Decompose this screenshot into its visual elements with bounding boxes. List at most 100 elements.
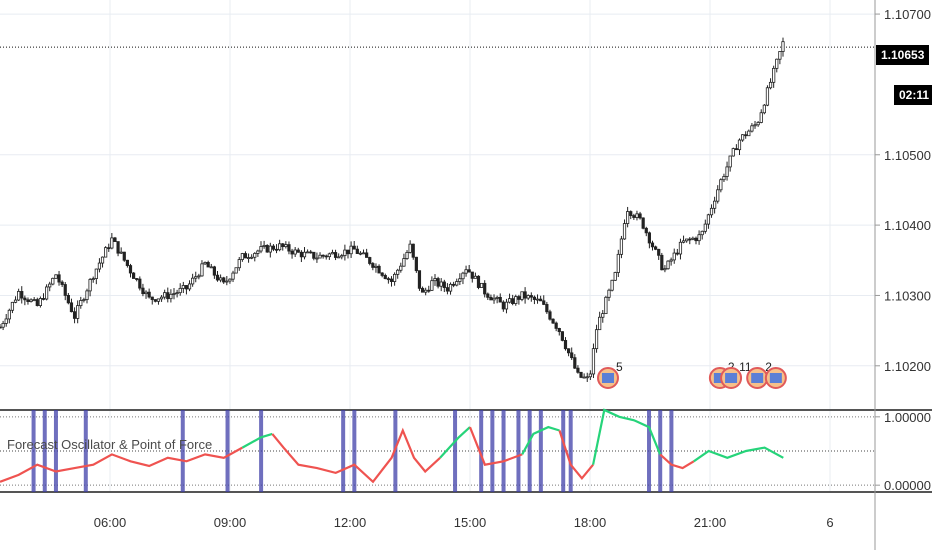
candle-body bbox=[775, 58, 779, 69]
candle-body bbox=[29, 299, 33, 302]
candle-body bbox=[262, 244, 266, 247]
candle-body bbox=[181, 285, 185, 289]
candle-body bbox=[619, 238, 624, 255]
candle-body bbox=[681, 240, 686, 243]
candle-body bbox=[343, 249, 347, 256]
candle-body bbox=[408, 243, 412, 253]
candle-body bbox=[442, 281, 446, 288]
candle-body bbox=[76, 305, 80, 319]
x-tick-label: 09:00 bbox=[214, 515, 247, 530]
point-of-force-band bbox=[352, 410, 357, 492]
x-tick-label: 12:00 bbox=[334, 515, 367, 530]
x-tick-label: 15:00 bbox=[454, 515, 487, 530]
candle-body bbox=[539, 298, 543, 302]
candle-body bbox=[759, 112, 763, 123]
candle-body bbox=[629, 211, 633, 216]
candle-body bbox=[125, 259, 129, 266]
candle-body bbox=[132, 272, 136, 279]
candle-body bbox=[284, 244, 288, 248]
candle-body bbox=[246, 257, 251, 259]
candle-body bbox=[122, 251, 126, 261]
candle-body bbox=[461, 272, 465, 280]
candle-body bbox=[250, 256, 254, 259]
candle-body bbox=[607, 289, 611, 298]
osc-line-down bbox=[0, 446, 243, 483]
candle-body bbox=[147, 291, 151, 298]
candle-body bbox=[626, 211, 630, 224]
oscillator-title: Forecast Oscillator & Point of Force bbox=[7, 437, 213, 452]
candle-body bbox=[97, 262, 102, 270]
candle-body bbox=[38, 298, 42, 306]
point-of-force-band bbox=[647, 410, 652, 492]
candle-body bbox=[150, 296, 154, 300]
candle-body bbox=[166, 292, 170, 300]
candle-body bbox=[13, 299, 18, 303]
candle-body bbox=[458, 278, 462, 282]
candle-body bbox=[309, 251, 313, 254]
candle-body bbox=[159, 296, 164, 300]
point-of-force-band bbox=[341, 410, 346, 492]
event-marker-count: 5 bbox=[616, 360, 623, 374]
candle-body bbox=[327, 253, 331, 258]
candle-body bbox=[504, 301, 509, 310]
candle-body bbox=[588, 373, 592, 378]
candle-body bbox=[389, 278, 394, 282]
point-of-force-band bbox=[490, 410, 495, 492]
candle-body bbox=[349, 245, 353, 255]
osc-line-up bbox=[521, 425, 560, 455]
point-of-force-band bbox=[658, 410, 663, 492]
candle-body bbox=[566, 348, 571, 354]
osc-line-down bbox=[271, 427, 441, 484]
candle-body bbox=[514, 296, 518, 304]
x-tick-label: 18:00 bbox=[574, 515, 607, 530]
candle-body bbox=[532, 296, 537, 300]
candle-body bbox=[66, 295, 70, 304]
candle-body bbox=[424, 289, 428, 293]
y-tick-label: 1.10700 bbox=[884, 7, 931, 22]
candle-body bbox=[215, 274, 220, 281]
candle-body bbox=[91, 278, 95, 280]
candle-body bbox=[312, 251, 316, 259]
candle-body bbox=[414, 256, 418, 272]
candle-body bbox=[542, 300, 546, 305]
candle-body bbox=[427, 289, 431, 292]
candle-body bbox=[576, 367, 580, 373]
candle-body bbox=[781, 41, 785, 52]
candle-body bbox=[492, 297, 496, 301]
candle-body bbox=[622, 223, 627, 240]
candle-body bbox=[573, 357, 577, 369]
candle-body bbox=[184, 285, 189, 290]
candle-body bbox=[368, 257, 372, 264]
candle-body bbox=[82, 299, 86, 301]
candle-body bbox=[737, 139, 742, 151]
candle-body bbox=[768, 81, 773, 89]
candle-body bbox=[778, 51, 782, 60]
candle-body bbox=[194, 276, 198, 279]
candle-body bbox=[772, 67, 776, 83]
candle-body bbox=[430, 280, 434, 291]
candle-body bbox=[669, 259, 673, 262]
candle-body bbox=[32, 299, 36, 301]
candle-body bbox=[411, 243, 415, 258]
candle-body bbox=[7, 309, 11, 320]
candle-body bbox=[0, 326, 2, 329]
candle-body bbox=[365, 252, 369, 258]
candle-body bbox=[374, 265, 378, 268]
candle-body bbox=[473, 275, 477, 279]
candle-body bbox=[691, 237, 695, 240]
candle-body bbox=[361, 252, 366, 255]
flag-icon-fill bbox=[601, 373, 614, 383]
candle-body bbox=[464, 269, 468, 274]
candle-body bbox=[377, 265, 381, 274]
candle-body bbox=[69, 302, 74, 313]
candle-body bbox=[281, 243, 285, 248]
candle-body bbox=[178, 287, 182, 294]
osc-line-up bbox=[592, 408, 662, 465]
candle-body bbox=[526, 295, 530, 299]
candle-body bbox=[560, 331, 564, 341]
osc-line-down bbox=[659, 453, 695, 470]
candle-body bbox=[333, 252, 338, 258]
candle-body bbox=[688, 238, 692, 241]
